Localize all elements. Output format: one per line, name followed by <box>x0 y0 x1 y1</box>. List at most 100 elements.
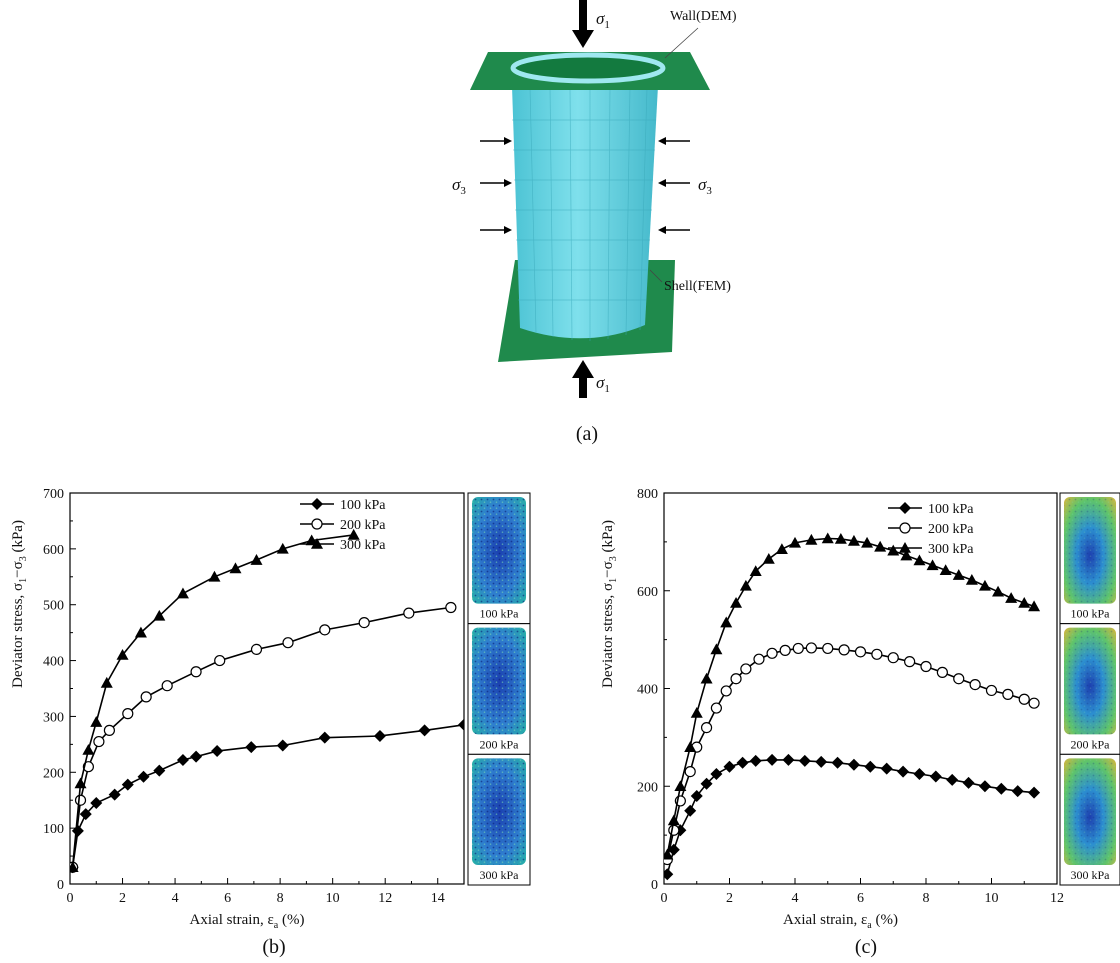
data-point <box>913 768 926 781</box>
data-point <box>1028 600 1041 612</box>
data-point <box>805 642 817 654</box>
data-point <box>821 532 834 544</box>
data-point <box>929 770 942 783</box>
data-point <box>700 721 713 734</box>
sigma3-right-arrows <box>658 137 690 234</box>
shell-label: Shell(FEM) <box>664 279 731 294</box>
data-point <box>749 754 762 767</box>
y-tick-label: 400 <box>637 683 658 698</box>
inset-label: 200 kPa <box>1071 737 1111 751</box>
data-point <box>282 637 294 649</box>
data-point <box>749 565 762 576</box>
sigma1-top-label: σ1 <box>596 9 610 31</box>
data-point <box>214 654 226 667</box>
data-point <box>190 666 202 678</box>
x-axis-label: Axial strain, εa (%) <box>783 912 898 931</box>
data-point <box>887 652 899 664</box>
data-point <box>805 533 818 545</box>
x-tick-label: 8 <box>923 891 930 906</box>
y-tick-label: 0 <box>57 878 64 893</box>
data-point <box>985 684 998 697</box>
data-point <box>1011 785 1024 798</box>
data-point <box>775 543 788 555</box>
wall-callout-line <box>664 27 699 59</box>
sigma3-right-label: σ3 <box>698 175 712 197</box>
data-point <box>161 680 173 692</box>
x-tick-label: 6 <box>224 891 231 906</box>
data-point <box>854 646 867 658</box>
data-point <box>953 673 965 685</box>
data-point <box>720 685 732 697</box>
data-point <box>710 702 723 714</box>
data-point <box>668 824 680 836</box>
data-point <box>952 569 965 580</box>
sigma1-bottom-label: σ1 <box>596 373 610 395</box>
data-point <box>108 788 121 801</box>
inset-label: 200 kPa <box>480 737 520 751</box>
x-tick-label: 12 <box>1050 891 1064 906</box>
data-point <box>134 626 147 638</box>
data-point <box>250 554 263 565</box>
data-point <box>319 624 331 636</box>
data-point <box>153 764 166 777</box>
data-point <box>116 648 129 660</box>
data-point <box>710 643 723 655</box>
data-point <box>664 848 674 860</box>
data-point <box>995 782 1008 795</box>
data-point <box>831 756 844 769</box>
data-point <box>926 559 939 571</box>
legend-marker <box>311 538 323 549</box>
data-point <box>664 868 674 881</box>
y-tick-label: 200 <box>637 780 658 795</box>
data-point <box>753 653 765 665</box>
data-point <box>887 544 900 556</box>
data-point <box>90 716 103 727</box>
data-point <box>176 753 189 766</box>
data-point <box>250 643 263 656</box>
data-point <box>861 536 874 548</box>
series-line <box>666 647 1035 860</box>
specimen-cylinder <box>512 86 658 339</box>
inset-texture <box>472 758 526 865</box>
data-point <box>667 814 680 826</box>
data-point <box>347 528 360 540</box>
wall-label: Wall(DEM) <box>670 9 737 24</box>
data-point <box>1018 693 1030 705</box>
data-point <box>978 579 991 591</box>
x-tick-label: 8 <box>277 891 284 906</box>
data-point <box>897 765 910 778</box>
y-tick-label: 700 <box>43 487 64 502</box>
data-point <box>939 564 952 576</box>
data-point <box>730 596 743 608</box>
data-point <box>373 729 386 742</box>
data-point <box>190 750 203 763</box>
inset-texture <box>472 627 526 735</box>
inset-label: 300 kPa <box>1071 868 1111 882</box>
data-point <box>74 794 87 806</box>
legend-marker <box>899 502 911 514</box>
series-circle <box>70 601 457 873</box>
data-point <box>792 642 804 655</box>
y-tick-label: 100 <box>43 822 64 837</box>
data-point <box>700 672 713 684</box>
data-point <box>690 706 703 718</box>
data-point <box>789 536 801 548</box>
data-point <box>1028 786 1041 799</box>
series-circle <box>664 642 1040 866</box>
data-point <box>358 616 370 629</box>
sigma3-left-label: σ3 <box>452 175 466 197</box>
specimen-schematic: σ1 σ1 σ3 σ3 Wall(DEM) Shell(FEM) (a) <box>452 0 737 445</box>
series-diamond <box>664 753 1041 881</box>
x-tick-label: 14 <box>431 891 445 906</box>
data-point <box>847 534 860 546</box>
series-triangle <box>70 528 360 873</box>
x-tick-label: 4 <box>792 891 799 906</box>
y-axis-label: Deviator stress, σ1−σ3 (kPa) <box>10 520 29 688</box>
data-point <box>684 804 697 817</box>
data-point <box>79 808 92 821</box>
data-point <box>740 663 752 675</box>
inset-label: 300 kPa <box>480 868 520 882</box>
data-point <box>766 753 779 766</box>
data-point <box>70 861 79 873</box>
